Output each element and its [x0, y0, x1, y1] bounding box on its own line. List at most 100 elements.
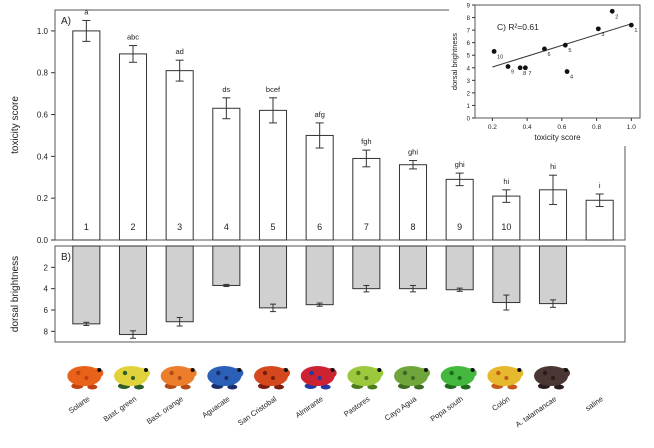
panel-c-ytick-label: 0 — [467, 117, 471, 123]
panel-a-toxicity: A) 0.0 0.2 0.4 0.6 0.8 1.0 toxicity score a 1 abc 2… — [10, 7, 626, 245]
panel-a-bar — [492, 195, 521, 241]
frog-eye — [424, 368, 428, 372]
frog-spot — [309, 370, 314, 376]
frog-front-leg — [134, 384, 144, 390]
panel-a-sig-letter: ghi — [408, 148, 418, 157]
panel-c-frame — [474, 4, 641, 119]
frog-eye — [97, 368, 102, 372]
frog-spot — [224, 376, 229, 380]
category-label: Bast. orange — [145, 394, 185, 426]
category-label: Aguacate — [200, 394, 231, 420]
panel-b-brightness: B) 2 4 6 8 dorsal brightness — [10, 245, 626, 343]
frog-head — [324, 368, 337, 378]
panel-b-label: B) — [61, 252, 71, 263]
frog-spot — [356, 370, 361, 376]
category-label: Colón — [490, 394, 511, 413]
panel-a-sig-letter: abc — [127, 33, 139, 42]
panel-b-bar — [492, 245, 521, 304]
category-label: A. talamancae — [514, 394, 558, 429]
panel-c-point — [517, 65, 523, 71]
frog-front-leg — [507, 384, 518, 390]
frog-illustrations — [67, 366, 570, 390]
panel-b-bar — [538, 245, 568, 305]
panel-c-point-label: 5 — [568, 48, 571, 54]
frog-spot — [177, 376, 182, 380]
frog-spot — [169, 370, 174, 376]
panel-c-ylabel: dorsal brightness — [450, 33, 459, 90]
frog-front-leg — [554, 384, 564, 390]
frog-spot — [411, 376, 415, 380]
panel-b-bar — [72, 245, 101, 325]
panel-a-bar-number: 8 — [410, 222, 415, 232]
panel-a-bar — [352, 157, 381, 241]
panel-b-bar — [305, 245, 334, 306]
panel-a-ytick-label: 0.0 — [37, 236, 49, 245]
panel-a-bar — [165, 70, 194, 241]
panel-a-bar-number: 3 — [177, 222, 182, 232]
panel-c-point — [564, 69, 570, 74]
frog-eye — [144, 368, 148, 372]
frog-front-leg — [274, 384, 284, 390]
panel-c-ytick-label: 9 — [467, 4, 471, 10]
panel-c-annotation: C) R²=0.61 — [497, 22, 539, 32]
panel-a-sig-letter: fgh — [361, 137, 371, 146]
panel-c-xtick-label: 0.6 — [557, 124, 566, 131]
frog-spot — [271, 376, 275, 380]
category-label: Pastores — [342, 394, 372, 418]
panel-c-point — [522, 65, 528, 71]
frog-front-leg — [180, 384, 191, 390]
category-labels: Solarte Bast. green Bast. orange Aguacate Sa… — [67, 394, 605, 429]
panel-c-point — [562, 42, 568, 48]
panel-b-bar — [398, 245, 428, 290]
panel-a-sig-letter: ds — [222, 85, 230, 94]
panel-a-bar-number: 10 — [501, 222, 511, 232]
panel-c-point — [595, 26, 601, 32]
frog-icon — [487, 366, 524, 390]
panel-a-bar-number: 2 — [130, 222, 135, 232]
panel-a-bar-number: 6 — [317, 222, 322, 232]
frog-front-leg — [367, 384, 378, 390]
panel-a-sig-letter: i — [599, 181, 601, 190]
panel-c-point-label: 6 — [547, 52, 550, 58]
panel-c-xtick-label: 0.2 — [488, 124, 497, 131]
category-label: Popa south — [429, 394, 465, 423]
frog-spot — [551, 376, 555, 380]
panel-a-sig-letter: bcef — [266, 85, 281, 94]
category-label: saline — [584, 394, 605, 413]
panel-a-bar — [445, 178, 474, 241]
panel-a-ytick-label: 0.2 — [37, 194, 49, 203]
panel-c-xlabel: toxicity score — [534, 133, 581, 142]
panel-c-ytick-label: 7 — [467, 29, 471, 35]
frog-front-leg — [414, 384, 424, 390]
panel-a-bar-number: 1 — [84, 222, 89, 232]
frog-icon — [394, 366, 430, 390]
frog-front-leg — [227, 384, 238, 390]
frog-eye — [237, 368, 242, 372]
frog-head — [91, 368, 104, 378]
panel-c-xtick-label: 1.0 — [627, 124, 636, 131]
panel-a-label: A) — [61, 16, 71, 27]
panel-b-ytick-label: 8 — [44, 327, 49, 336]
panel-c-ytick-label: 5 — [467, 54, 471, 60]
panel-a-bar — [72, 30, 101, 241]
panel-b-bar — [445, 245, 474, 291]
frog-spot — [317, 376, 322, 380]
category-label: Solarte — [67, 394, 92, 415]
frog-head — [231, 368, 244, 378]
panel-c-ytick-label: 1 — [467, 104, 471, 110]
frog-head — [418, 368, 430, 378]
panel-a-ytick-label: 0.6 — [37, 111, 49, 120]
panel-b-ytick-label: 4 — [44, 285, 49, 294]
panel-c-point-label: 4 — [570, 75, 573, 81]
frog-spot — [449, 370, 454, 376]
frog-icon — [534, 366, 570, 390]
frog-icon — [300, 366, 337, 390]
panel-c-point-label: 10 — [497, 54, 503, 60]
panel-a-bar — [305, 134, 334, 241]
frog-head — [184, 368, 197, 378]
frog-head — [371, 368, 384, 378]
panel-b-bar — [352, 245, 381, 290]
frog-eye — [330, 368, 335, 372]
panel-a-ylabel: toxicity score — [10, 96, 21, 154]
